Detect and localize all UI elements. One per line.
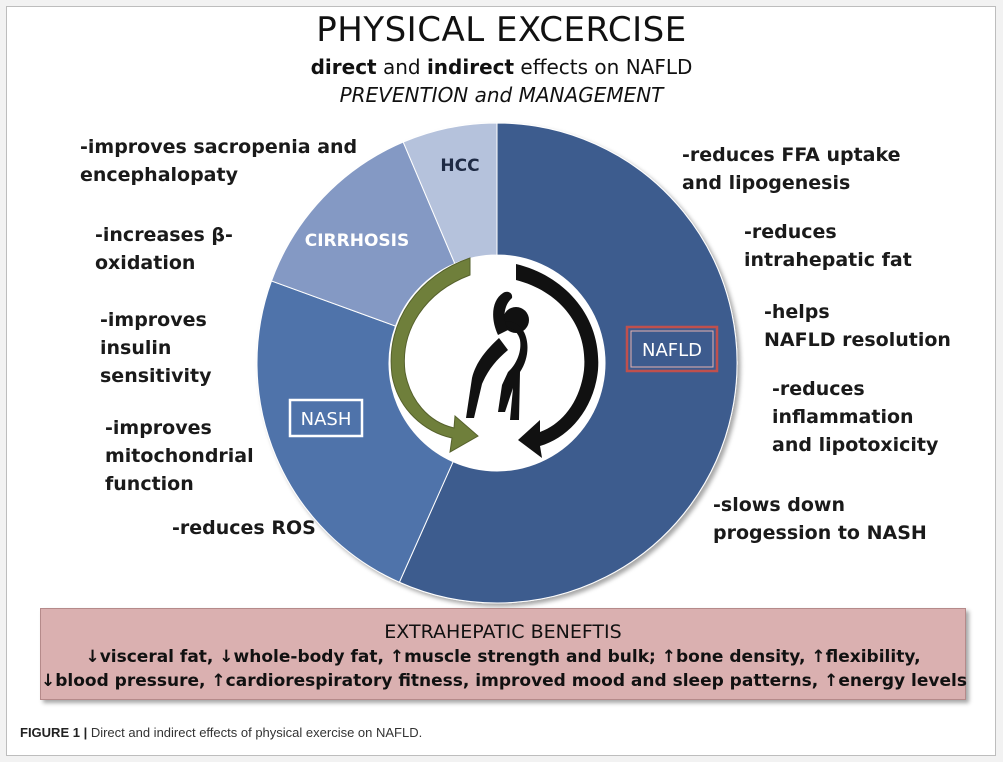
left-label-sarcopenia: -improves sacropenia and encephalopaty xyxy=(80,136,358,186)
segment-label-hcc: HCC xyxy=(440,156,479,176)
benefits-line-1: ↓visceral fat, ↓whole-body fat, ↑muscle … xyxy=(85,647,921,667)
right-label-ffa: -reduces FFA uptake and lipogenesis xyxy=(682,144,901,194)
figure-subtitle-prevention: PREVENTION and MANAGEMENT xyxy=(339,83,664,107)
benefits-line-2: ↓blood pressure, ↑cardiorespiratory fitn… xyxy=(41,671,967,691)
segment-label-cirrhosis: CIRRHOSIS xyxy=(305,231,409,251)
right-label-intrahepatic-fat: -reduces intrahepatic fat xyxy=(744,221,912,271)
extrahepatic-benefits-box: EXTRAHEPATIC BENEFTIS ↓visceral fat, ↓wh… xyxy=(40,608,967,700)
nafld-box-inner xyxy=(630,330,714,368)
black-cycle-arrow xyxy=(516,264,599,458)
nafld-box xyxy=(625,325,719,373)
benefits-title: EXTRAHEPATIC BENEFTIS xyxy=(384,621,622,643)
left-label-insulin-sensitivity: -improves insulin sensitivity xyxy=(100,309,212,387)
right-label-nash-progression: -slows down progession to NASH xyxy=(713,494,927,544)
right-label-nafld-resolution: -helps NAFLD resolution xyxy=(764,301,951,351)
green-cycle-arrow xyxy=(390,257,479,453)
ring-center xyxy=(389,255,605,471)
figure-caption: FIGURE 1 | Direct and indirect effects o… xyxy=(20,725,423,740)
right-label-inflammation: -reduces inflammation and lipotoxicity xyxy=(772,378,939,456)
left-label-beta-oxidation: -increases β- oxidation xyxy=(95,224,233,274)
figure-title: PHYSICAL EXCERCISE xyxy=(316,10,687,50)
person-stretching-icon xyxy=(466,291,529,420)
segment-label-nafld: NAFLD xyxy=(642,340,702,361)
figure-subtitle: direct and indirect effects on NAFLD xyxy=(310,55,693,79)
segment-label-nash: NASH xyxy=(301,409,352,430)
left-label-ros: -reduces ROS xyxy=(172,517,316,539)
left-label-mitochondrial: -improves mitochondrial function xyxy=(105,417,254,495)
nash-box xyxy=(288,398,364,438)
